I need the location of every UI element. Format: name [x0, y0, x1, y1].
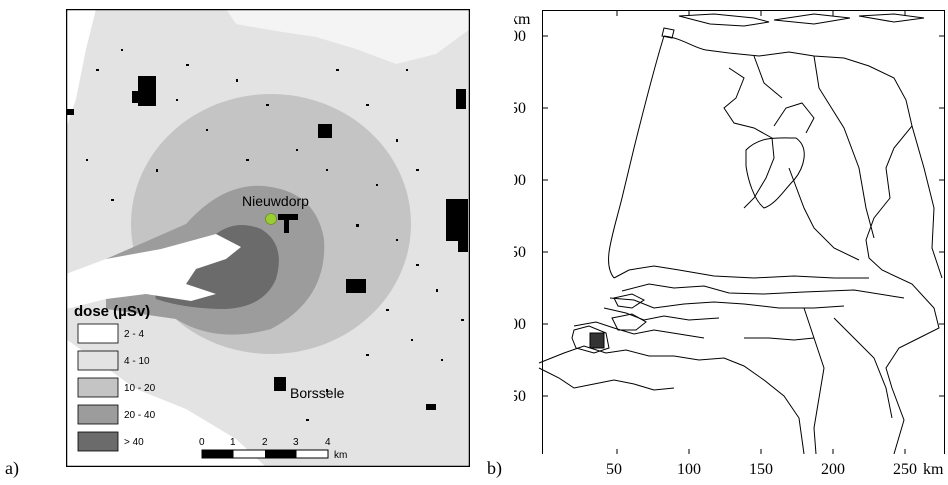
scale-tick-2: 2	[262, 437, 268, 448]
scattered-buildings	[86, 49, 464, 421]
legend-swatch-10-20	[77, 377, 119, 398]
y-tick-350: 350	[514, 388, 526, 405]
legend-label-gt40: > 40	[124, 437, 144, 448]
scale-bar: 0 1 2 3 4 km	[199, 437, 347, 461]
x-tick-200: 200	[821, 461, 845, 478]
x-tick-250: 250	[893, 461, 917, 478]
x-tick-100: 100	[677, 461, 701, 478]
dose-legend: dose (µSv) 2 - 4 4 - 10 10 - 20 20 - 40 …	[74, 303, 156, 452]
map-a-frame	[66, 9, 470, 467]
legend-swatch-20-40	[77, 404, 119, 425]
y-tick-550: 550	[514, 100, 526, 117]
panel-a-label: a)	[5, 458, 19, 478]
scale-tick-4: 4	[325, 437, 331, 448]
y-tick-500: 500	[514, 172, 526, 189]
legend-label-4-10: 4 - 10	[124, 356, 150, 367]
x-axis-unit: km	[923, 461, 944, 478]
panel-b-label: b)	[487, 458, 502, 478]
legend-title: dose (µSv)	[74, 303, 150, 320]
dose-zone-2-4-north	[226, 9, 470, 64]
legend-label-10-20: 10 - 20	[124, 383, 156, 394]
scale-unit: km	[334, 450, 347, 461]
place-label-borssele: Borssele	[290, 385, 345, 401]
scale-tick-0: 0	[199, 437, 205, 448]
built-up-areas	[66, 76, 468, 410]
x-tick-150: 150	[749, 461, 773, 478]
legend-label-2-4: 2 - 4	[124, 329, 144, 340]
netherlands-map: km 600 550 500 450 400 350	[514, 10, 945, 454]
nieuwdorp-source-marker	[265, 213, 277, 225]
place-label-nieuwdorp: Nieuwdorp	[242, 193, 309, 209]
legend-label-20-40: 20 - 40	[124, 410, 156, 421]
y-tick-600: 600	[514, 28, 526, 45]
map-b-frame	[542, 10, 945, 454]
study-area-marker	[589, 332, 605, 349]
netherlands-outline	[538, 13, 943, 454]
scale-tick-3: 3	[293, 437, 299, 448]
dose-map: Nieuwdorp Borssele dose (µSv) 2 - 4 4 - …	[66, 9, 470, 467]
y-axis	[542, 35, 945, 397]
legend-swatch-4-10	[77, 350, 119, 371]
estuary-water	[66, 234, 241, 309]
y-tick-400: 400	[514, 316, 526, 333]
y-axis-unit: km	[514, 11, 531, 28]
x-tick-50-label: 50	[606, 461, 622, 478]
y-tick-450: 450	[514, 244, 526, 261]
scale-tick-1: 1	[230, 437, 236, 448]
legend-swatch-gt40	[77, 431, 119, 452]
water-area-west	[66, 9, 96, 129]
legend-swatch-2-4	[77, 323, 119, 344]
